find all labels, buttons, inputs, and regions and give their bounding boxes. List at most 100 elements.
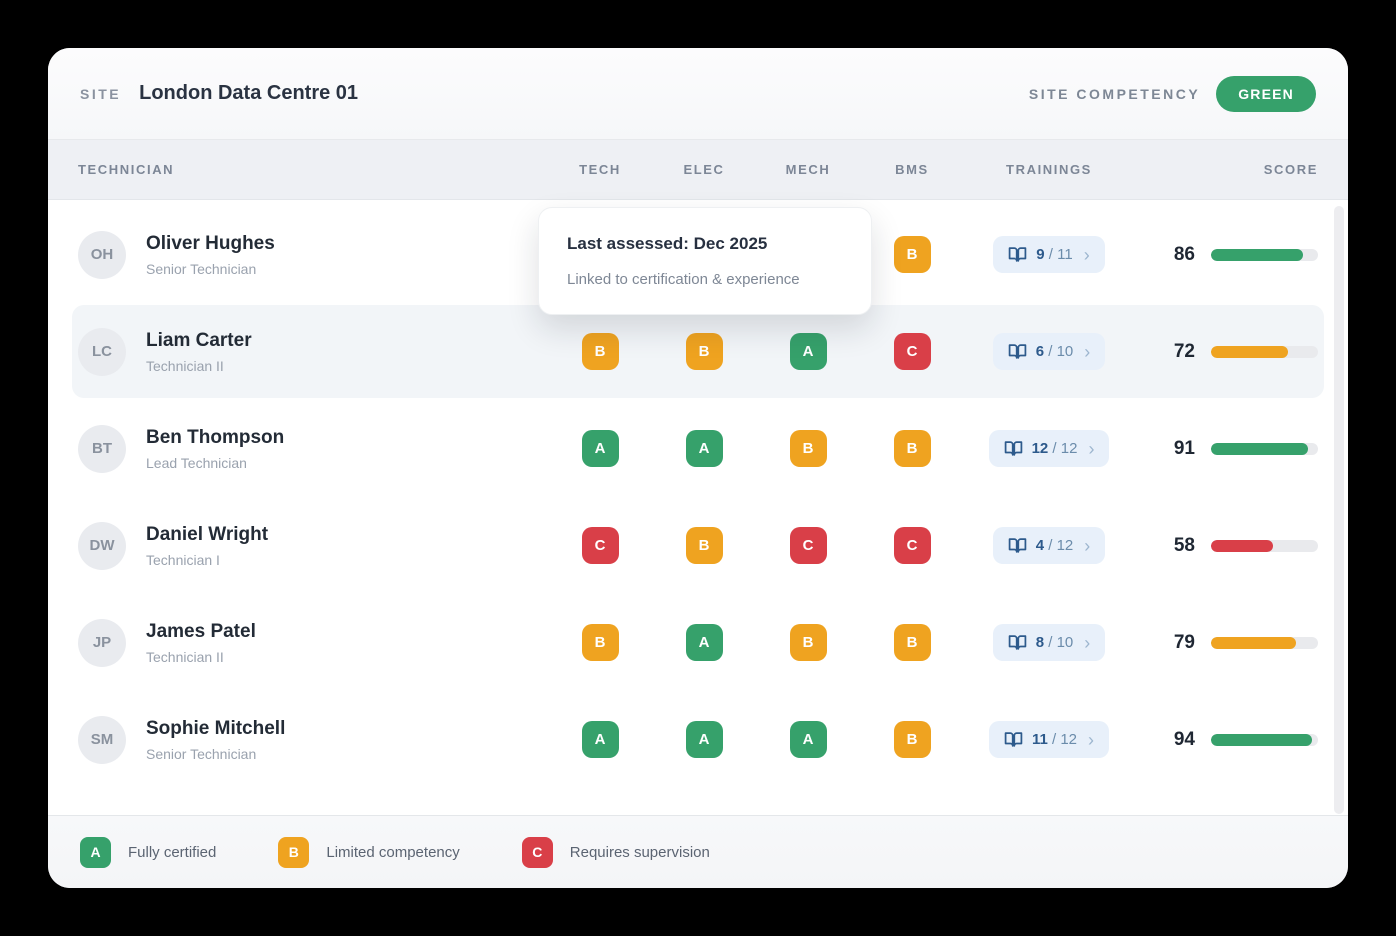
grade-cell-elec: B [652,333,756,370]
grade-badge: A [685,624,723,661]
legend-item: B Limited competency [278,836,460,868]
site-competency-label: SITE COMPETENCY [1028,85,1201,102]
technician-identity: James Patel Technician II [146,620,256,665]
score-bar-fill [1211,442,1309,455]
grade-cell-tech: A [548,721,652,758]
technician-role: Senior Technician [146,260,257,277]
table-row[interactable]: DW Daniel Wright Technician I C B C C 4 … [48,497,1348,594]
score-value: 72 [1173,340,1195,362]
table-row[interactable]: SM Sophie Mitchell Senior Technician A A… [48,691,1348,788]
table-row[interactable]: LC Liam Carter Technician II B B A C 6 /… [48,303,1348,400]
avatar: BT [78,424,126,473]
grade-badge: B [789,430,827,467]
column-mech: MECH [785,162,831,177]
chevron-right-icon[interactable]: › [1083,244,1090,265]
column-trainings: TRAININGS [1006,162,1092,177]
trainings-pill[interactable]: 4 / 12 › [992,527,1106,564]
score-value: 91 [1173,437,1195,459]
book-open-icon [1008,538,1027,553]
grade-badge: B [685,527,723,564]
scrollbar-track[interactable] [1334,206,1344,814]
trainings-pill[interactable]: 9 / 11 › [993,236,1105,273]
tooltip-title: Last assessed: Dec 2025 [567,234,768,253]
score-bar [1211,733,1318,746]
technician-name: James Patel [146,621,256,643]
trainings-pill[interactable]: 8 / 10 › [992,624,1106,661]
book-open-icon [1008,247,1027,262]
technician-name: Sophie Mitchell [146,718,286,740]
book-open-icon [1004,732,1023,747]
grade-cell-tech: A [548,430,652,467]
score-value: 86 [1173,243,1195,265]
grade-cell-mech: C [756,527,860,564]
score-bar [1211,539,1318,552]
column-technician: TECHNICIAN [78,162,175,177]
grade-cell-mech: A [756,333,860,370]
legend-grade-badge: C [521,836,553,868]
chevron-right-icon[interactable]: › [1088,438,1095,459]
legend-label: Requires supervision [569,843,710,861]
column-score: SCORE [1263,162,1318,177]
technician-role: Technician II [146,357,224,374]
trainings-cell: 11 / 12 › [964,721,1134,758]
trainings-pill[interactable]: 12 / 12 › [988,430,1110,467]
site-name: London Data Centre 01 [139,82,359,104]
legend-item: A Fully certified [80,836,216,868]
grade-badge: B [581,624,619,661]
avatar: OH [78,230,126,279]
trainings-pill[interactable]: 11 / 12 › [988,721,1110,758]
table-row[interactable]: JP James Patel Technician II B A B B 8 /… [48,594,1348,691]
grade-badge: A [789,721,827,758]
score-bar-fill [1211,733,1312,746]
trainings-count: 12 / 12 [1031,440,1078,457]
column-tech: TECH [579,162,621,177]
score-bar-fill [1211,248,1304,261]
grade-cell-bms: B [860,721,964,758]
score-cell: 79 [1134,632,1318,654]
technician-name: Oliver Hughes [146,233,275,255]
technician-cell: DW Daniel Wright Technician I [78,521,548,570]
technician-identity: Oliver Hughes Senior Technician [146,232,275,277]
chevron-right-icon[interactable]: › [1084,632,1091,653]
grade-badge: C [893,333,931,370]
legend-label: Limited competency [326,843,460,861]
avatar: LC [78,327,126,376]
avatar: DW [78,521,126,570]
chevron-right-icon[interactable]: › [1084,535,1091,556]
score-bar [1211,442,1318,455]
column-bms: BMS [895,162,929,177]
score-cell: 86 [1134,244,1318,266]
score-bar-fill [1211,345,1289,358]
chevron-right-icon[interactable]: › [1084,341,1091,362]
technician-cell: JP James Patel Technician II [78,618,548,667]
technician-role: Lead Technician [146,454,247,471]
trainings-pill[interactable]: 6 / 10 › [992,333,1106,370]
column-elec: ELEC [683,162,725,177]
trainings-cell: 12 / 12 › [964,430,1134,467]
chevron-right-icon[interactable]: › [1088,729,1095,750]
score-cell: 94 [1134,729,1318,751]
grade-badge: C [789,527,827,564]
grade-badge: B [789,624,827,661]
site-competency-card: SITE London Data Centre 01 SITE COMPETEN… [48,48,1348,888]
score-bar-fill [1211,539,1274,552]
grade-badge: A [581,721,619,758]
grade-cell-mech: B [756,430,860,467]
table-row[interactable]: OH Oliver Hughes Senior Technician B 9 /… [48,206,1348,303]
technician-identity: Sophie Mitchell Senior Technician [146,717,285,762]
grade-badge: B [893,624,931,661]
site-label: SITE [80,85,122,102]
grade-badge: A [789,333,827,370]
book-open-icon [1008,635,1027,650]
grade-cell-bms: C [860,333,964,370]
table-row[interactable]: BT Ben Thompson Lead Technician A A B B … [48,400,1348,497]
technician-role: Senior Technician [146,745,257,762]
grade-badge: C [893,527,931,564]
technician-identity: Ben Thompson Lead Technician [146,426,284,471]
trainings-cell: 8 / 10 › [964,624,1134,661]
technician-role: Technician II [146,648,224,665]
grade-cell-mech: A [756,721,860,758]
technician-cell: LC Liam Carter Technician II [78,327,548,376]
score-bar-fill [1211,636,1296,649]
score-value: 94 [1173,728,1195,750]
